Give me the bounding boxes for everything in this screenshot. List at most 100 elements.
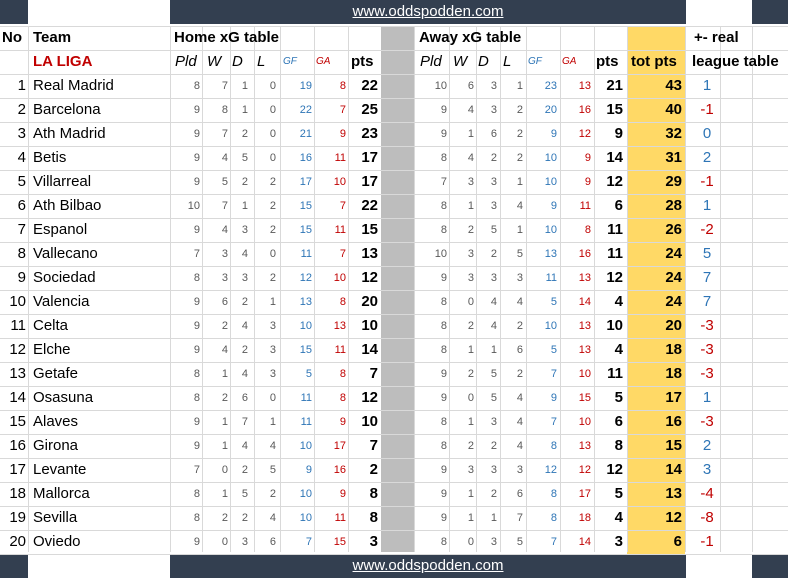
away-stat: 3 <box>467 248 474 260</box>
home-col-pld: Pld <box>175 53 197 70</box>
tot-pts: 6 <box>673 533 682 550</box>
home-stat: 0 <box>269 80 276 92</box>
home-stat: 15 <box>299 344 312 356</box>
row-team: Espanol <box>33 221 88 238</box>
home-stat: 0 <box>269 128 276 140</box>
home-stat: 4 <box>241 440 248 452</box>
row-team: Real Madrid <box>33 77 114 94</box>
home-stat: 3 <box>221 272 228 284</box>
away-pts: 12 <box>606 461 623 478</box>
away-stat: 10 <box>434 248 447 260</box>
away-stat: 8 <box>440 416 447 428</box>
away-col-l: L <box>503 53 512 70</box>
tot-pts: 43 <box>665 77 682 94</box>
grid-line <box>280 26 281 552</box>
home-stat: 8 <box>339 296 346 308</box>
away-pts: 11 <box>607 365 623 382</box>
grid-line <box>627 26 628 552</box>
home-stat: 2 <box>221 392 228 404</box>
away-pts: 9 <box>614 125 623 142</box>
grid-line <box>560 26 561 552</box>
home-stat: 11 <box>334 152 346 164</box>
away-stat: 1 <box>467 488 474 500</box>
home-stat: 0 <box>221 536 228 548</box>
site-link-top[interactable]: www.oddspodden.com <box>170 0 686 24</box>
home-stat: 1 <box>241 200 248 212</box>
home-stat: 3 <box>269 344 276 356</box>
away-stat: 8 <box>550 440 557 452</box>
tot-pts: 24 <box>665 269 682 286</box>
away-stat: 11 <box>579 200 591 212</box>
away-stat: 2 <box>516 152 523 164</box>
away-stat: 3 <box>516 272 523 284</box>
away-stat: 10 <box>544 152 557 164</box>
home-stat: 5 <box>241 488 248 500</box>
home-pts: 14 <box>361 341 378 358</box>
real-table-diff: 7 <box>702 293 712 310</box>
home-stat: 15 <box>299 200 312 212</box>
home-stat: 2 <box>241 512 248 524</box>
home-stat: 10 <box>299 440 312 452</box>
away-stat: 8 <box>550 512 557 524</box>
away-stat: 1 <box>467 512 474 524</box>
grid-line <box>0 74 788 75</box>
away-stat: 1 <box>516 224 523 236</box>
away-stat: 3 <box>516 464 523 476</box>
home-stat: 4 <box>221 344 228 356</box>
home-stat: 9 <box>193 104 200 116</box>
away-stat: 1 <box>516 80 523 92</box>
row-team: Levante <box>33 461 87 478</box>
home-stat: 22 <box>299 104 312 116</box>
home-stat: 1 <box>269 416 276 428</box>
home-stat: 9 <box>193 176 200 188</box>
grid-line <box>0 218 788 219</box>
home-stat: 1 <box>221 416 228 428</box>
grid-line <box>0 338 788 339</box>
away-stat: 0 <box>467 392 474 404</box>
home-stat: 17 <box>333 440 346 452</box>
real-table-diff: 1 <box>702 77 712 94</box>
home-stat: 13 <box>299 296 312 308</box>
home-pts: 17 <box>361 173 378 190</box>
home-stat: 8 <box>221 104 228 116</box>
home-stat: 4 <box>269 440 276 452</box>
separator-column <box>381 26 414 552</box>
row-rank: 9 <box>17 269 26 286</box>
away-stat: 9 <box>550 128 557 140</box>
home-stat: 7 <box>193 464 200 476</box>
row-team: Valencia <box>33 293 90 310</box>
home-stat: 3 <box>241 224 248 236</box>
home-stat: 11 <box>334 512 346 524</box>
away-stat: 13 <box>578 80 591 92</box>
away-stat: 3 <box>490 536 497 548</box>
home-stat: 10 <box>187 200 200 212</box>
home-pts: 22 <box>361 197 378 214</box>
row-team: Ath Madrid <box>33 125 106 142</box>
real-table-diff: -4 <box>700 485 714 502</box>
away-stat: 5 <box>490 224 497 236</box>
home-stat: 0 <box>269 104 276 116</box>
home-stat: 2 <box>241 344 248 356</box>
header-team: Team <box>33 29 72 46</box>
away-pts: 3 <box>614 533 623 550</box>
grid-line <box>348 26 349 552</box>
real-table-diff: 1 <box>702 197 712 214</box>
home-stat: 1 <box>221 368 228 380</box>
tot-pts: 28 <box>665 197 682 214</box>
site-link-bottom[interactable]: www.oddspodden.com <box>170 554 686 578</box>
home-stat: 11 <box>300 392 312 404</box>
away-stat: 0 <box>467 536 474 548</box>
home-stat: 7 <box>241 416 248 428</box>
row-rank: 4 <box>17 149 26 166</box>
away-stat: 7 <box>440 176 447 188</box>
away-stat: 23 <box>544 80 557 92</box>
away-pts: 21 <box>606 77 623 94</box>
away-stat: 2 <box>490 440 497 452</box>
real-table-diff: -3 <box>700 317 714 334</box>
row-rank: 20 <box>9 533 26 550</box>
away-pts: 4 <box>614 509 623 526</box>
home-stat: 9 <box>193 152 200 164</box>
home-stat: 9 <box>193 296 200 308</box>
top-band-right <box>752 0 788 24</box>
away-stat: 5 <box>516 536 523 548</box>
